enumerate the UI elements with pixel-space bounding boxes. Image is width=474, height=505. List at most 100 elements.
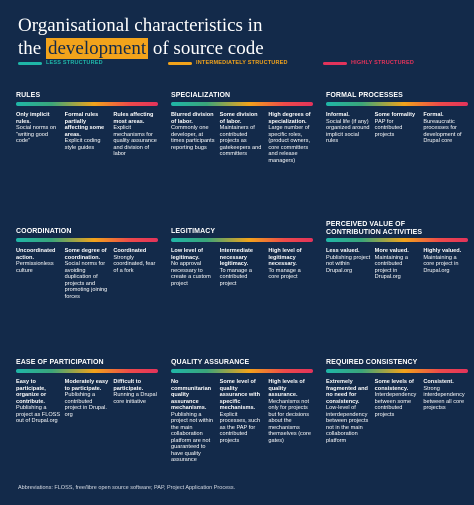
cell-heading: Only implicit rules. (16, 112, 50, 125)
section-title: RULES (16, 92, 41, 99)
cell-highly: High level of legitimacy necessary. To ma… (268, 248, 313, 287)
cell-body: Maintainers of contributed projects as g… (219, 125, 262, 157)
section-title: COORDINATION (16, 228, 72, 235)
cell-body: Social life (if any) organized around im… (326, 118, 370, 145)
title-line-2: the development of source code (18, 37, 458, 60)
cell-heading: High level of legitimacy necessary. (268, 248, 302, 267)
cell-highly: High levels of quality assurance. Mechani… (268, 379, 313, 464)
cell-body: Explicit mechanisms for quality assuranc… (113, 125, 157, 157)
cell-body: Large number of specific roles, (product… (268, 125, 311, 164)
cell-body: Social norms for avoiding duplication of… (64, 261, 108, 300)
cell-row: Blurred division of labor. Commonly one d… (171, 112, 313, 164)
cell-row: Informal. Social life (if any) organized … (326, 112, 468, 145)
gradient-bar (16, 369, 158, 373)
gradient-bar (326, 238, 468, 242)
cell-body: Low-level of interdependency between pro… (326, 405, 369, 444)
cell-body: Maintaining a contributed project in Dru… (374, 254, 408, 281)
legend-swatch (18, 61, 42, 65)
cell-body: Explicit processes, such as the PAP for … (219, 411, 261, 444)
cell-heading: Blurred division of labor. (171, 112, 214, 125)
legend-swatch (168, 61, 192, 65)
section-title: EASE OF PARTICIPATION (16, 359, 104, 366)
cell-highly: Highly valued. Maintaining a core project… (423, 248, 468, 281)
cell-body: PAP for contributed projects (374, 118, 403, 138)
legend-label: HIGHLY STRUCTURED (351, 60, 414, 66)
cell-heading: Highly valued. (423, 248, 462, 254)
legend: LESS STRUCTURED INTERMEDIATELY STRUCTURE… (18, 60, 458, 70)
cell-intermediate: Some division of labor. Maintainers of co… (220, 112, 265, 164)
cell-less: Less valued. Publishing project not withi… (326, 248, 371, 281)
cell-heading: Less valued. (326, 248, 360, 254)
cell-body: Strongly coordinated, fear of a fork (113, 254, 156, 274)
title-line-2-pre: the (18, 38, 42, 59)
cell-heading: Some degree of coordination. (64, 248, 107, 261)
legend-swatch (323, 61, 347, 65)
cell-body: Publishing a project as FLOSS out of Dru… (16, 405, 61, 424)
cell-body: Publishing project not within Drupal.org (326, 254, 371, 274)
cell-intermediate: Intermediate necessary legitimacy. To man… (220, 248, 265, 287)
cell-intermediate: Some levels of consistency. Interdependen… (375, 379, 420, 444)
cell-heading: Formal rules partially affecting some ar… (64, 112, 105, 138)
cell-heading: Some levels of consistency. (374, 379, 414, 392)
cell-heading: More valued. (374, 248, 409, 254)
title-line-1: Organisational characteristics in (18, 15, 263, 36)
cell-row: Low level of legitimacy. No approval nece… (171, 248, 313, 287)
cell-highly: Rules affecting most areas. Explicit mech… (113, 112, 158, 158)
cell-heading: Easy to participate, organize or contrib… (16, 379, 47, 405)
cell-less: No communitarian quality assurance mecha… (171, 379, 216, 464)
cell-intermediate: More valued. Maintaining a contributed pr… (375, 248, 420, 281)
cell-body: No approval necessary to create a custom… (171, 261, 211, 287)
cell-body: Maintaining a core project in Drupal.org (423, 254, 459, 274)
title-highlight: development (45, 38, 149, 59)
cell-heading: Extremely fragmented and no need for con… (326, 379, 368, 405)
cell-heading: Some level of quality assurance with spe… (219, 379, 261, 411)
cell-heading: Formal. (423, 112, 444, 118)
cell-heading: Coordinated (113, 248, 147, 254)
cell-less: Low level of legitimacy. No approval nece… (171, 248, 216, 287)
cell-body: Interdependency between some contributed… (374, 392, 417, 418)
cell-less: Blurred division of labor. Commonly one d… (171, 112, 216, 164)
cell-heading: No communitarian quality assurance mecha… (171, 379, 212, 411)
cell-body: To manage a contributed project (219, 267, 253, 287)
cell-highly: Consistent. Strong interdependency betwee… (423, 379, 468, 444)
cell-body: Commonly one developer, at times partici… (171, 125, 215, 151)
gradient-bar (326, 102, 468, 106)
cell-body: Mechanisms not only for projects but for… (268, 398, 311, 444)
legend-item-intermediate: INTERMEDIATELY STRUCTURED (168, 60, 288, 66)
section-title: LEGITIMACY (171, 228, 216, 235)
cell-heading: Moderately easy to participate. (64, 379, 109, 392)
cell-intermediate: Some degree of coordination. Social norms… (65, 248, 110, 300)
cell-highly: High degrees of specialization. Large num… (268, 112, 313, 164)
cell-intermediate: Some formality PAP for contributed projec… (375, 112, 420, 145)
gradient-bar (326, 369, 468, 373)
cell-heading: Some formality (374, 112, 416, 118)
legend-item-highly: HIGHLY STRUCTURED (323, 60, 414, 66)
cell-less: Uncoordinated action. Permissionless cult… (16, 248, 61, 300)
cell-heading: Difficult to participate. (113, 379, 144, 392)
section-title: QUALITY ASSURANCE (171, 359, 250, 366)
legend-label: INTERMEDIATELY STRUCTURED (196, 60, 288, 66)
cell-intermediate: Formal rules partially affecting some ar… (65, 112, 110, 158)
cell-less: Extremely fragmented and no need for con… (326, 379, 371, 444)
title-line-2-post: of source code (152, 38, 264, 59)
cell-less: Only implicit rules. Social norms on “wri… (16, 112, 61, 158)
cell-heading: Consistent. (423, 379, 454, 385)
cell-row: Uncoordinated action. Permissionless cult… (16, 248, 158, 300)
cell-heading: Uncoordinated action. (16, 248, 56, 261)
cell-row: Easy to participate, organize or contrib… (16, 379, 158, 425)
cell-highly: Formal. Bureaucratic processes for develo… (423, 112, 468, 145)
legend-label: LESS STRUCTURED (46, 60, 103, 66)
cell-intermediate: Some level of quality assurance with spe… (220, 379, 265, 464)
cell-row: Less valued. Publishing project not withi… (326, 248, 468, 281)
cell-highly: Difficult to participate. Running a Drupa… (113, 379, 158, 425)
cell-body: Running a Drupal core initiative (113, 392, 157, 405)
cell-highly: Coordinated Strongly coordinated, fear of… (113, 248, 158, 300)
section-title: FORMAL PROCESSES (326, 92, 403, 99)
gradient-bar (171, 238, 313, 242)
cell-heading: Intermediate necessary legitimacy. (219, 248, 253, 267)
cell-less: Easy to participate, organize or contrib… (16, 379, 61, 425)
cell-intermediate: Moderately easy to participate. Publishin… (65, 379, 110, 425)
cell-heading: Rules affecting most areas. (113, 112, 154, 125)
cell-heading: Informal. (326, 112, 350, 118)
gradient-bar (16, 238, 158, 242)
